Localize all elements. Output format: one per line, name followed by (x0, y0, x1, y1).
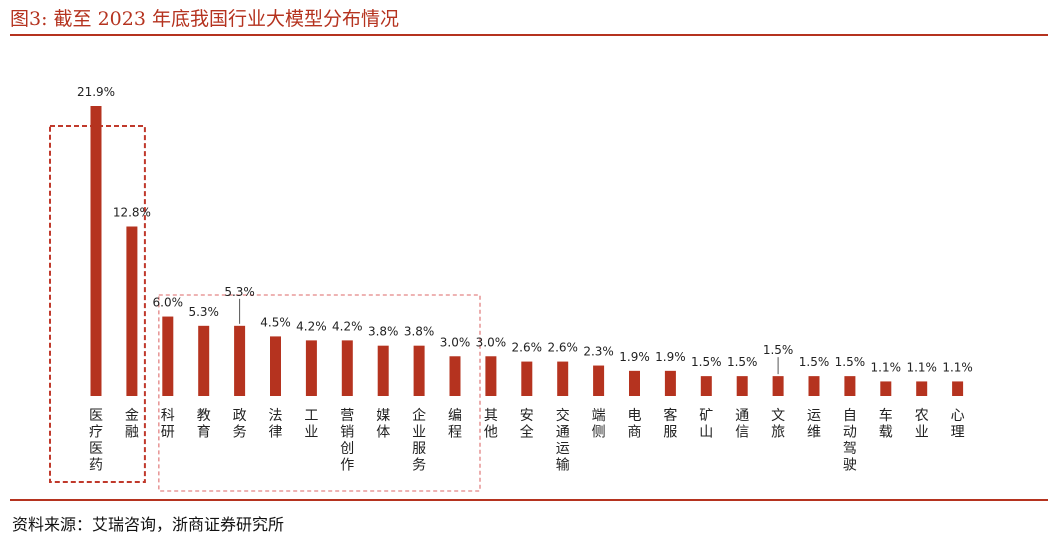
category-label-25: 心理 (951, 408, 965, 441)
value-label-16: 1.9% (619, 350, 650, 364)
value-label-15: 2.3% (583, 345, 614, 359)
bar-16 (629, 370, 640, 396)
value-label-3: 6.0% (153, 296, 184, 310)
category-label-14: 交通运输 (556, 407, 570, 474)
value-label-4: 5.3% (188, 305, 219, 319)
bar-25 (952, 381, 964, 396)
value-label-9: 3.8% (368, 325, 399, 339)
value-label-14: 2.6% (547, 341, 578, 355)
bar-22 (844, 376, 856, 396)
category-label-6: 法律 (269, 408, 283, 441)
bar-23 (880, 381, 892, 396)
bar-21 (808, 376, 820, 396)
category-label-18: 矿山 (699, 408, 713, 441)
bar-18 (700, 376, 712, 396)
bar-10 (413, 345, 425, 396)
category-label-19: 通信 (735, 408, 749, 441)
category-label-3: 科研 (161, 408, 175, 441)
category-label-1: 医疗医药 (89, 408, 103, 474)
bar-9 (377, 345, 389, 396)
category-label-11: 编程 (448, 408, 462, 441)
highlight-boxes (49, 125, 481, 492)
bar-11 (449, 356, 461, 396)
value-labels: 21.9% 12.8% 6.0% 5.3% 5.3% 4.5% 4.2% 4.2% 3.8% 3.… (77, 85, 973, 374)
bar-8 (341, 340, 353, 396)
bottom-rule (10, 499, 1048, 501)
value-label-2: 12.8% (113, 206, 151, 220)
value-label-22: 1.5% (835, 355, 866, 369)
bar-13 (521, 361, 533, 396)
value-label-23: 1.1% (871, 360, 902, 374)
category-label-13: 安全 (520, 408, 534, 441)
highlight-box-1 (49, 125, 146, 483)
category-label-17: 客服 (663, 407, 677, 441)
category-label-22: 自动驾驶 (843, 408, 857, 474)
value-label-21: 1.5% (799, 355, 830, 369)
bar-2 (126, 226, 138, 396)
bar-24 (916, 381, 928, 396)
value-label-17: 1.9% (655, 350, 686, 364)
bar-14 (557, 361, 569, 396)
category-label-20: 文旅 (771, 408, 785, 441)
category-label-4: 教育 (197, 408, 211, 441)
bar-7 (305, 340, 317, 396)
category-label-5: 政务 (233, 408, 247, 441)
bar-15 (593, 365, 605, 396)
category-label-21: 运维 (807, 408, 821, 441)
title-rule (10, 34, 1048, 36)
value-label-13: 2.6% (512, 341, 543, 355)
category-label-12: 其他 (484, 408, 498, 441)
value-label-8: 4.2% (332, 319, 363, 333)
value-label-10: 3.8% (404, 325, 435, 339)
bar-12 (485, 356, 497, 396)
category-label-24: 农业 (915, 408, 929, 441)
bar-17 (664, 370, 676, 396)
bar-5 (234, 325, 246, 396)
bar-6 (270, 336, 281, 396)
bar-4 (198, 325, 210, 396)
value-label-20: 1.5% (763, 343, 794, 357)
category-label-7: 工业 (304, 408, 318, 441)
category-label-10: 企业服务 (412, 407, 426, 474)
bar-3 (162, 316, 174, 396)
value-label-12: 3.0% (476, 335, 507, 349)
value-label-7: 4.2% (296, 319, 327, 333)
category-label-8: 营销创作 (340, 408, 354, 474)
label-leader-lines (239, 298, 779, 375)
category-label-9: 媒体 (376, 408, 390, 441)
category-label-23: 车载 (879, 407, 893, 441)
value-label-19: 1.5% (727, 355, 758, 369)
value-label-5: 5.3% (224, 285, 255, 299)
value-label-1: 21.9% (77, 85, 115, 99)
category-label-15: 端侧 (592, 408, 606, 441)
source-note: 资料来源：艾瑞咨询，浙商证券研究所 (12, 515, 285, 534)
value-label-18: 1.5% (691, 355, 722, 369)
bar-19 (736, 376, 748, 396)
value-label-25: 1.1% (942, 360, 973, 374)
category-label-16: 电商 (628, 408, 642, 441)
value-label-11: 3.0% (440, 335, 471, 349)
category-label-2: 金融 (125, 408, 139, 441)
chart-title: 图3: 截至 2023 年底我国行业大模型分布情况 (10, 8, 399, 30)
bar-1 (90, 106, 102, 396)
bar-20 (772, 376, 784, 396)
value-label-24: 1.1% (906, 360, 937, 374)
bar-series (90, 106, 964, 396)
value-label-6: 4.5% (260, 315, 291, 329)
